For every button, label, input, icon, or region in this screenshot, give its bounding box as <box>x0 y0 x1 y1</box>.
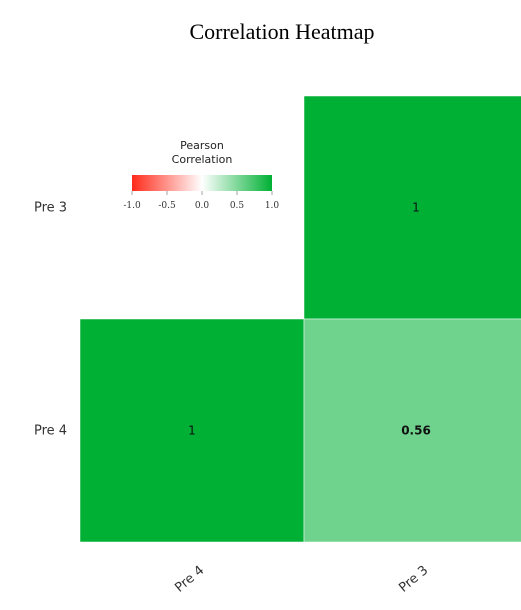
chart-title: Correlation Heatmap <box>189 19 374 44</box>
cell-value-label: 0.56 <box>401 424 431 438</box>
legend-color-bar <box>132 175 272 191</box>
color-legend: Pearson Correlation -1.0 -0.5 0.0 0.5 1.0 <box>123 139 279 211</box>
legend-ticks: -1.0 -0.5 0.0 0.5 1.0 <box>123 191 279 211</box>
legend-tick-label: 0.0 <box>195 201 210 211</box>
column-label: Pre 3 <box>396 563 431 596</box>
legend-tick-label: 1.0 <box>265 201 280 211</box>
cell-value-label: 1 <box>188 424 196 438</box>
legend-title-line-2: Correlation <box>172 153 233 166</box>
legend-tick-label: -0.5 <box>158 201 176 211</box>
cell-value-label: 1 <box>412 201 420 215</box>
heatmap-cell <box>303 318 521 543</box>
heatmap-cell <box>303 95 521 320</box>
legend-title-line-1: Pearson <box>180 139 224 152</box>
row-label: Pre 3 <box>34 201 67 216</box>
row-label: Pre 4 <box>34 424 67 439</box>
column-label: Pre 4 <box>172 563 207 596</box>
legend-tick-label: 0.5 <box>230 201 245 211</box>
heatmap-cell <box>79 318 305 543</box>
legend-tick-label: -1.0 <box>123 201 141 211</box>
heatmap-cells: 11 0.56 <box>79 95 521 543</box>
